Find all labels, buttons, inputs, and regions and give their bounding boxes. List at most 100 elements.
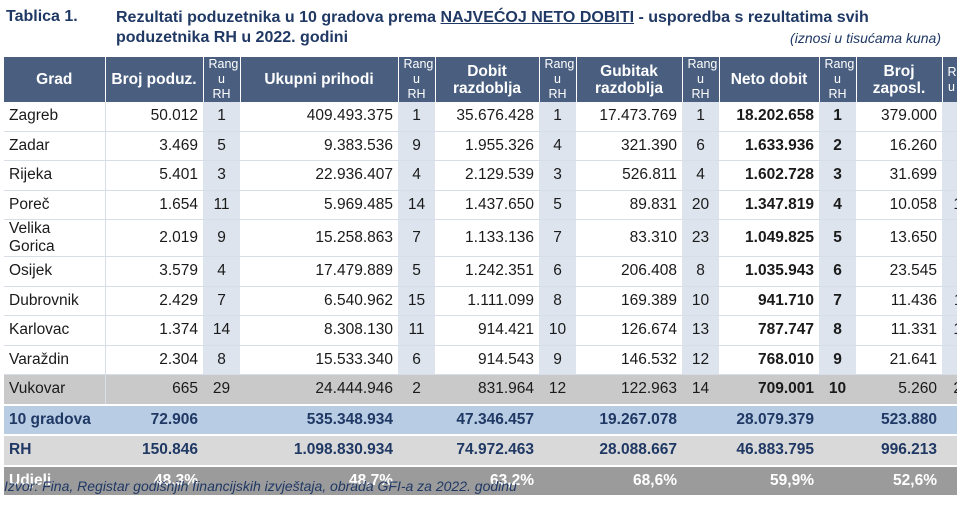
cell-city: Varaždin	[4, 345, 106, 375]
cell-broj-zaposl: 11.331	[856, 315, 942, 346]
col-header-ukupni-prihodi: Ukupni prihodi	[239, 57, 398, 102]
cell-broj-zaposl: 5.260	[856, 374, 942, 405]
cell-rang: 3	[942, 160, 957, 191]
cell-broj-poduz: 3.579	[105, 256, 203, 287]
cell-rang: 10	[539, 315, 576, 346]
cell-rang: 6	[682, 131, 719, 161]
cell-rang: 2	[398, 374, 435, 405]
results-table: Grad Broj poduz. Rang u RH Ukupni prihod…	[4, 57, 957, 495]
share-dobit: 63,2%	[435, 464, 539, 495]
cell-rang: 15	[398, 286, 435, 316]
col-header-broj-poduz: Broj poduz.	[104, 57, 203, 102]
title-part-2: - usporedba s rezultatima svih poduzetni…	[116, 9, 869, 46]
title-part-1: Rezultati poduzetnika u 10 gradova prema	[116, 9, 441, 26]
cell-rang: 9	[539, 345, 576, 375]
table-row: Zagreb 50.012 1 409.493.375 1 35.676.428 1 17.4…	[4, 102, 957, 132]
table-header-area: Tablica 1. Rezultati poduzetnika u 10 gr…	[0, 0, 957, 56]
cell-broj-zaposl: 11.436	[856, 286, 942, 316]
cell-dobit: 1.437.650	[435, 190, 539, 220]
total-label: 10 gradova	[4, 403, 105, 435]
total-label: RH	[4, 434, 105, 466]
cell-rang: 14	[203, 315, 240, 346]
cell-broj-poduz: 3.469	[105, 131, 203, 161]
title-underlined-part: NAJVEĆOJ NETO DOBITI	[440, 9, 635, 26]
cell-rang: 14	[942, 190, 957, 220]
cell-neto-dobit: 1.633.936	[719, 131, 819, 161]
cell-ukupni-prihodi: 6.540.962	[240, 286, 398, 316]
cell-neto-dobit: 941.710	[719, 286, 819, 316]
cell-broj-poduz: 2.429	[105, 286, 203, 316]
cell-gubitak: 122.963	[576, 374, 682, 405]
total-gubitak: 28.088.667	[576, 434, 682, 466]
cell-rang: 6	[398, 345, 435, 375]
cell-rang: 11	[203, 190, 240, 220]
cell-gubitak: 169.389	[576, 286, 682, 316]
share-broj-poduz: 48,3%	[105, 464, 203, 495]
cell-ukupni-prihodi: 15.533.340	[240, 345, 398, 375]
cell-gubitak: 526.811	[576, 160, 682, 191]
cell-broj-zaposl: 23.545	[856, 256, 942, 287]
cell-dobit: 914.543	[435, 345, 539, 375]
cell-rang: 7	[942, 219, 957, 257]
cell-rang: 13	[682, 315, 719, 346]
cell-city: Karlovac	[4, 315, 106, 346]
table-row: Karlovac 1.374 14 8.308.130 11 914.421 10 126.6…	[4, 315, 957, 346]
cell-dobit: 2.129.539	[435, 160, 539, 191]
cell-rang: 10	[682, 286, 719, 316]
cell-rang: 1	[682, 102, 719, 132]
cell-rang: 6	[539, 256, 576, 287]
cell-rang: 25	[942, 374, 957, 405]
cell-rang: 4	[539, 131, 576, 161]
total-neto-dobit: 28.079.379	[719, 403, 819, 435]
col-header-neto-dobit: Neto dobit	[718, 57, 819, 102]
cell-rang: 4	[203, 256, 240, 287]
cell-rang: 8	[203, 345, 240, 375]
cell-rang: 8	[539, 286, 576, 316]
cell-gubitak: 89.831	[576, 190, 682, 220]
units-note: (iznosi u tisućama kuna)	[790, 30, 941, 46]
cell-dobit: 1.133.136	[435, 219, 539, 257]
share-neto-dobit: 59,9%	[719, 464, 819, 495]
cell-broj-zaposl: 21.641	[856, 345, 942, 375]
total-gubitak: 19.267.078	[576, 403, 682, 435]
col-header-rang: Rang u RH	[941, 57, 957, 102]
cell-gubitak: 126.674	[576, 315, 682, 346]
cell-neto-dobit: 1.035.943	[719, 256, 819, 287]
col-header-gubitak: Gubitak razdoblja	[575, 57, 682, 102]
cell-broj-zaposl: 379.000	[856, 102, 942, 132]
cell-city: Poreč	[4, 190, 106, 220]
cell-rang: 2	[819, 131, 856, 161]
cell-rang: 1	[398, 102, 435, 132]
col-header-rang: Rang u RH	[681, 57, 719, 102]
cell-rang: 4	[682, 160, 719, 191]
cell-rang: 5	[203, 131, 240, 161]
cell-rang: 6	[942, 131, 957, 161]
cell-rang: 5	[398, 256, 435, 287]
cell-rang: 12	[942, 315, 957, 346]
total-broj-zaposl: 523.880	[856, 403, 942, 435]
total-broj-poduz: 72.906	[105, 403, 203, 435]
cell-rang: 14	[682, 374, 719, 405]
cell-broj-poduz: 665	[105, 374, 203, 405]
cell-rang: 3	[819, 160, 856, 191]
cell-rang: 4	[942, 256, 957, 287]
table-row: Velika Gorica 2.019 9 15.258.863 7 1.133.136 7…	[4, 219, 957, 257]
total-dobit: 47.346.457	[435, 403, 539, 435]
total-dobit: 74.972.463	[435, 434, 539, 466]
cell-neto-dobit: 1.347.819	[719, 190, 819, 220]
cell-neto-dobit: 18.202.658	[719, 102, 819, 132]
table-row: Dubrovnik 2.429 7 6.540.962 15 1.111.099 8 169.…	[4, 286, 957, 316]
table-title: Rezultati poduzetnika u 10 gradova prema…	[116, 8, 948, 48]
cell-gubitak: 146.532	[576, 345, 682, 375]
cell-rang: 5	[819, 219, 856, 257]
cell-city: Zagreb	[4, 102, 106, 132]
cell-rang: 7	[819, 286, 856, 316]
cell-rang: 1	[203, 102, 240, 132]
cell-dobit: 914.421	[435, 315, 539, 346]
cell-ukupni-prihodi: 22.936.407	[240, 160, 398, 191]
cell-ukupni-prihodi: 17.479.889	[240, 256, 398, 287]
cell-rang: 11	[942, 286, 957, 316]
table-row: Osijek 3.579 4 17.479.889 5 1.242.351 6 206.408…	[4, 256, 957, 287]
cell-rang: 3	[539, 160, 576, 191]
cell-rang: 23	[682, 219, 719, 257]
